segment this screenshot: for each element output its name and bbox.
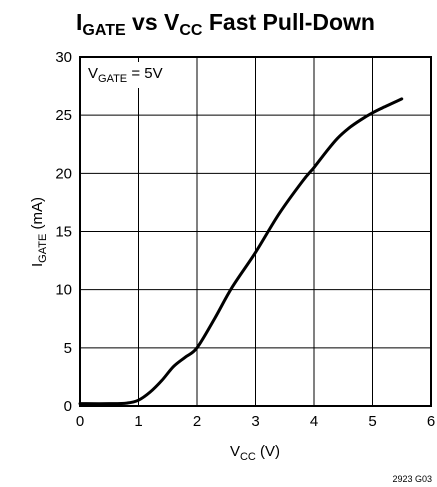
x-axis-label-tail: (V) xyxy=(256,443,280,460)
title-part1: I xyxy=(76,9,82,35)
annotation-sub: GATE xyxy=(98,73,127,85)
data-line xyxy=(78,97,404,406)
figure-id: 2923 G03 xyxy=(392,474,432,484)
y-tick-label: 0 xyxy=(64,398,72,415)
chart-title: IGATE vs VCC Fast Pull-Down xyxy=(76,9,375,39)
annotation-label: VGATE = 5V xyxy=(88,65,163,85)
annotation-main: V xyxy=(88,65,98,82)
y-axis-label-main: I xyxy=(29,263,46,267)
annotation-box: VGATE = 5V xyxy=(82,62,169,88)
y-axis-label-sub: GATE xyxy=(37,234,49,263)
y-tick-label: 5 xyxy=(64,340,72,357)
y-tick-label: 10 xyxy=(55,282,72,299)
title-part2: vs V xyxy=(126,9,180,35)
x-tick-label: 2 xyxy=(193,413,201,430)
y-tick-label: 20 xyxy=(55,165,72,182)
plot-frame xyxy=(79,56,432,407)
y-tick-label: 25 xyxy=(55,107,72,124)
title-part2-sub: CC xyxy=(179,22,203,39)
x-tick-label: 6 xyxy=(427,413,435,430)
y-tick-label: 15 xyxy=(55,224,72,241)
title-part3: Fast Pull-Down xyxy=(202,9,375,35)
x-tick-label: 1 xyxy=(134,413,142,430)
x-axis-label-sub: CC xyxy=(240,451,256,463)
y-axis-label-tail: (mA) xyxy=(29,197,46,234)
x-axis-label-main: V xyxy=(230,443,240,460)
y-tick-label: 30 xyxy=(55,49,72,66)
x-tick-label: 3 xyxy=(251,413,259,430)
x-tick-label: 0 xyxy=(76,413,84,430)
annotation-tail: = 5V xyxy=(127,65,162,82)
x-tick-label: 5 xyxy=(368,413,376,430)
y-axis-label: IGATE (mA) xyxy=(29,197,49,267)
tick-labels: 0 1 2 3 4 5 6 0 5 10 15 20 25 30 xyxy=(55,49,435,430)
title-part1-sub: GATE xyxy=(82,22,126,39)
x-axis-label: VCC (V) xyxy=(230,443,280,463)
x-tick-label: 4 xyxy=(310,413,318,430)
